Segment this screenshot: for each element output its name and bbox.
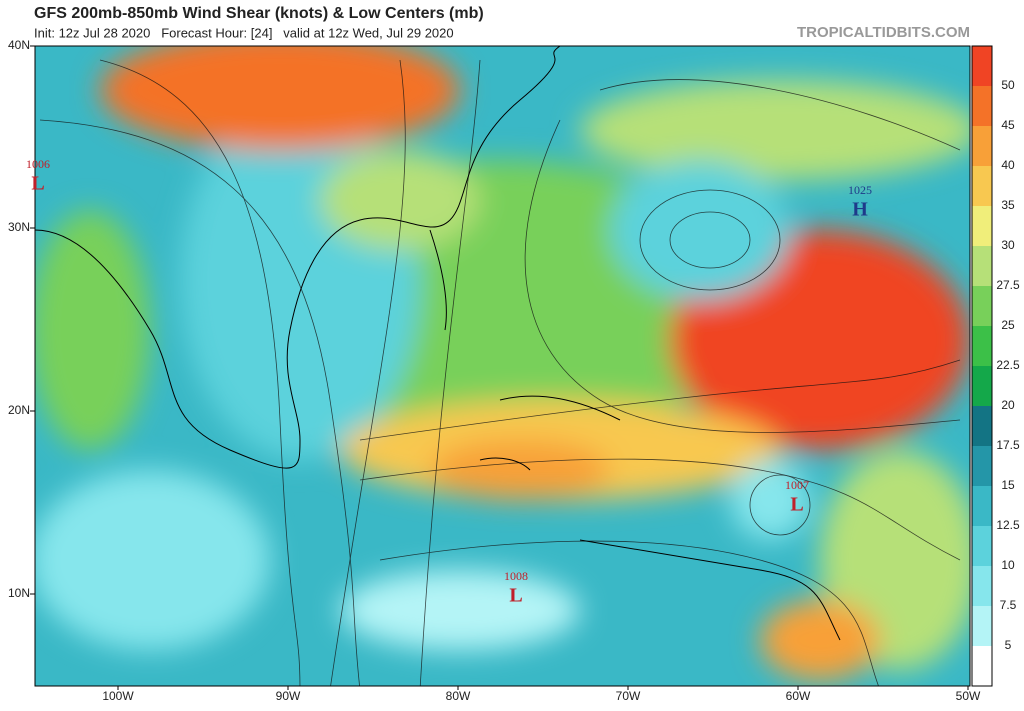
- lon-label: 80W: [446, 689, 471, 703]
- center-pressure: 1006: [26, 157, 50, 171]
- colorbar-label: 22.5: [996, 358, 1020, 372]
- center-pressure: 1008: [504, 569, 528, 583]
- colorbar-label: 25: [1001, 318, 1015, 332]
- colorbar-label: 20: [1001, 398, 1015, 412]
- colorbar: 5 7.5 10 12.5 15 17.5 20 22.5 25 27.5 30 35 40 45 50: [971, 45, 1020, 687]
- colorbar-segment: [972, 246, 992, 286]
- center-symbol: L: [509, 585, 522, 607]
- colorbar-segment: [972, 366, 992, 406]
- lon-label: 90W: [276, 689, 301, 703]
- lon-label: 70W: [616, 689, 641, 703]
- colorbar-segment: [972, 86, 992, 126]
- lat-label: 10N: [8, 586, 30, 600]
- colorbar-frame: [971, 45, 993, 687]
- colorbar-segment: [972, 126, 992, 166]
- colorbar-label: 12.5: [996, 518, 1020, 532]
- axis-labels: 40N 30N 20N 10N 100W 90W 80W 70W 60W 50W: [8, 38, 981, 703]
- colorbar-segment: [972, 286, 992, 326]
- lon-label: 100W: [102, 689, 134, 703]
- subtitle: Init: 12z Jul 28 2020 Forecast Hour: [24…: [34, 25, 454, 40]
- lat-label: 30N: [8, 220, 30, 234]
- colorbar-label: 15: [1001, 478, 1015, 492]
- colorbar-segment: [972, 326, 992, 366]
- colorbar-label: 5: [1005, 638, 1012, 652]
- colorbar-segment: [972, 566, 992, 606]
- colorbar-segment: [972, 46, 992, 86]
- streamlines: [39, 59, 961, 686]
- title: GFS 200mb-850mb Wind Shear (knots) & Low…: [34, 5, 484, 22]
- lat-label: 40N: [8, 38, 30, 52]
- center-symbol: H: [852, 199, 868, 221]
- colorbar-segment: [972, 606, 992, 646]
- colorbar-segment: [972, 446, 992, 486]
- lat-label: 20N: [8, 403, 30, 417]
- center-pressure: 1007: [785, 478, 809, 492]
- center-symbol: L: [790, 494, 803, 516]
- colorbar-label: 50: [1001, 78, 1015, 92]
- colorbar-segment: [972, 206, 992, 246]
- colorbar-segment: [972, 486, 992, 526]
- coastlines: [35, 46, 841, 641]
- colorbar-label: 7.5: [1000, 598, 1017, 612]
- colorbar-label: 35: [1001, 198, 1015, 212]
- colorbar-segment: [972, 166, 992, 206]
- pressure-centers: 1006 L 1025 H 1007 L 1008 L: [26, 157, 872, 607]
- colorbar-label: 10: [1001, 558, 1015, 572]
- colorbar-label: 17.5: [996, 438, 1020, 452]
- center-symbol: L: [31, 173, 44, 195]
- site-credit: TROPICALTIDBITS.COM: [797, 24, 970, 41]
- lon-label: 60W: [786, 689, 811, 703]
- map-frame: [34, 45, 971, 687]
- colorbar-label: 30: [1001, 238, 1015, 252]
- colorbar-label: 45: [1001, 118, 1015, 132]
- center-pressure: 1025: [848, 183, 872, 197]
- colorbar-segment: [972, 526, 992, 566]
- colorbar-label: 40: [1001, 158, 1015, 172]
- colorbar-label: 27.5: [996, 278, 1020, 292]
- colorbar-segment: [972, 406, 992, 446]
- colorbar-segment: [972, 646, 992, 686]
- lon-label: 50W: [956, 689, 981, 703]
- shear-field: [35, 46, 970, 686]
